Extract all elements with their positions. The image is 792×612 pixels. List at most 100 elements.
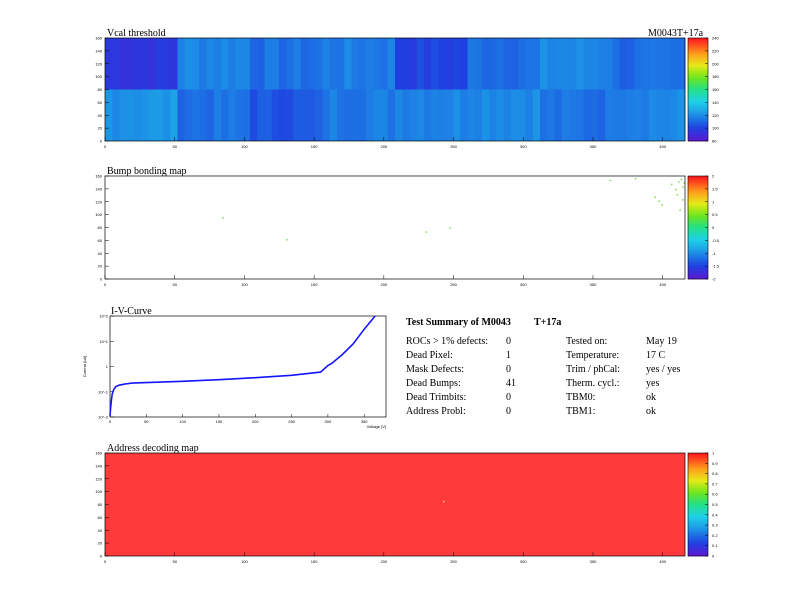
colorbar-segment — [688, 200, 708, 204]
colorbar-tick-label: 1.5 — [712, 186, 718, 191]
roc-cell — [344, 38, 352, 90]
colorbar-tick-label: 200 — [712, 61, 719, 66]
y-tick-label: 100 — [95, 74, 102, 79]
summary-value: 0 — [506, 336, 511, 347]
roc-cell — [322, 89, 331, 141]
colorbar-segment — [688, 453, 708, 456]
dead-bump-point — [222, 217, 224, 219]
colorbar-segment — [688, 494, 708, 497]
x-tick-label: 150 — [311, 144, 318, 149]
roc-cell — [496, 38, 505, 90]
roc-cell — [590, 38, 599, 90]
colorbar-tick-label: 0 — [712, 554, 715, 559]
summary-label: ROCs > 1% defects: — [406, 336, 489, 347]
colorbar-segment — [688, 128, 708, 131]
colorbar-segment — [688, 60, 708, 64]
roc-cell — [648, 89, 657, 141]
roc-cell — [170, 89, 178, 141]
colorbar-tick-label: 0.1 — [712, 543, 718, 548]
y-tick-label: 10^-2 — [98, 415, 109, 420]
colorbar-segment — [688, 79, 708, 82]
roc-cell — [453, 89, 461, 141]
roc-cell — [112, 38, 120, 90]
summary-value: 1 — [506, 350, 511, 361]
x-tick-label: 100 — [241, 282, 248, 287]
x-tick-label: 250 — [450, 282, 457, 287]
roc-cell — [315, 38, 323, 90]
roc-cell — [228, 89, 236, 141]
roc-cell — [206, 89, 215, 141]
colorbar-segment — [688, 508, 708, 511]
roc-cell — [155, 38, 164, 90]
roc-cell — [532, 38, 541, 90]
colorbar-segment — [688, 124, 708, 127]
colorbar-tick-label: 0.9 — [712, 461, 718, 466]
x-tick-label: 200 — [381, 282, 388, 287]
colorbar-segment — [688, 514, 708, 518]
roc-cell — [329, 38, 338, 90]
roc-cell — [358, 38, 367, 90]
module-label: M0043T+17a — [648, 28, 704, 39]
colorbar-segment — [688, 217, 708, 220]
colorbar-segment — [688, 198, 708, 202]
roc-cell — [228, 38, 236, 90]
colorbar-segment — [688, 520, 708, 524]
plot-frame — [104, 175, 686, 280]
colorbar-tick-label: 180 — [712, 74, 719, 79]
roc-cell — [605, 89, 613, 141]
colorbar-segment — [688, 529, 708, 532]
roc-cell — [503, 38, 512, 90]
roc-cell — [366, 89, 374, 141]
colorbar-segment — [688, 196, 708, 199]
summary-label: TBM0: — [566, 392, 596, 403]
dead-bump-point — [634, 177, 637, 180]
colorbar-tick-label: 0.5 — [712, 212, 718, 217]
colorbar-segment — [688, 54, 708, 57]
colorbar-segment — [688, 75, 708, 78]
colorbar-segment — [688, 194, 708, 197]
roc-cell — [192, 38, 200, 90]
y-tick-label: 160 — [95, 36, 102, 41]
roc-cell — [482, 38, 490, 90]
address-heatmap-fill — [105, 453, 685, 556]
roc-cell — [250, 38, 258, 90]
roc-cell — [293, 89, 302, 141]
colorbar-segment — [688, 500, 708, 503]
roc-cell — [199, 89, 207, 141]
dead-bump-point — [682, 199, 684, 201]
summary-title: Test Summary of M0043 — [406, 317, 511, 328]
colorbar-segment — [688, 256, 708, 259]
colorbar-segment — [688, 223, 708, 226]
y-tick-label: 80 — [98, 502, 103, 507]
colorbar-segment — [688, 541, 708, 544]
colorbar-segment — [688, 46, 708, 49]
colorbar-segment — [688, 543, 708, 546]
colorbar-tick-label: 100 — [712, 126, 719, 131]
colorbar-tick-label: 0 — [712, 225, 715, 230]
colorbar-tick-label: 2 — [712, 174, 715, 179]
colorbar-segment — [688, 73, 708, 76]
colorbar-segment — [688, 85, 708, 88]
roc-cell — [344, 89, 352, 141]
roc-cell — [634, 89, 642, 141]
y-tick-label: 10^1 — [99, 339, 108, 344]
roc-cell — [380, 89, 389, 141]
roc-cell — [329, 89, 338, 141]
colorbar-segment — [688, 126, 708, 129]
roc-cell — [235, 38, 244, 90]
roc-cell — [583, 89, 592, 141]
y-tick-label: 140 — [95, 48, 102, 53]
roc-cell — [213, 89, 222, 141]
colorbar-segment — [688, 510, 708, 514]
roc-cell — [351, 38, 360, 90]
colorbar-segment — [688, 461, 708, 464]
roc-cell — [424, 89, 432, 141]
colorbar-segment — [688, 237, 708, 241]
x-tick-label: 200 — [381, 144, 388, 149]
roc-cell — [634, 38, 642, 90]
colorbar-segment — [688, 483, 708, 487]
dead-bump-point — [682, 186, 684, 188]
summary-value: 17 C — [646, 350, 666, 361]
roc-cell — [119, 38, 128, 90]
colorbar-tick-label: 1 — [712, 199, 715, 204]
